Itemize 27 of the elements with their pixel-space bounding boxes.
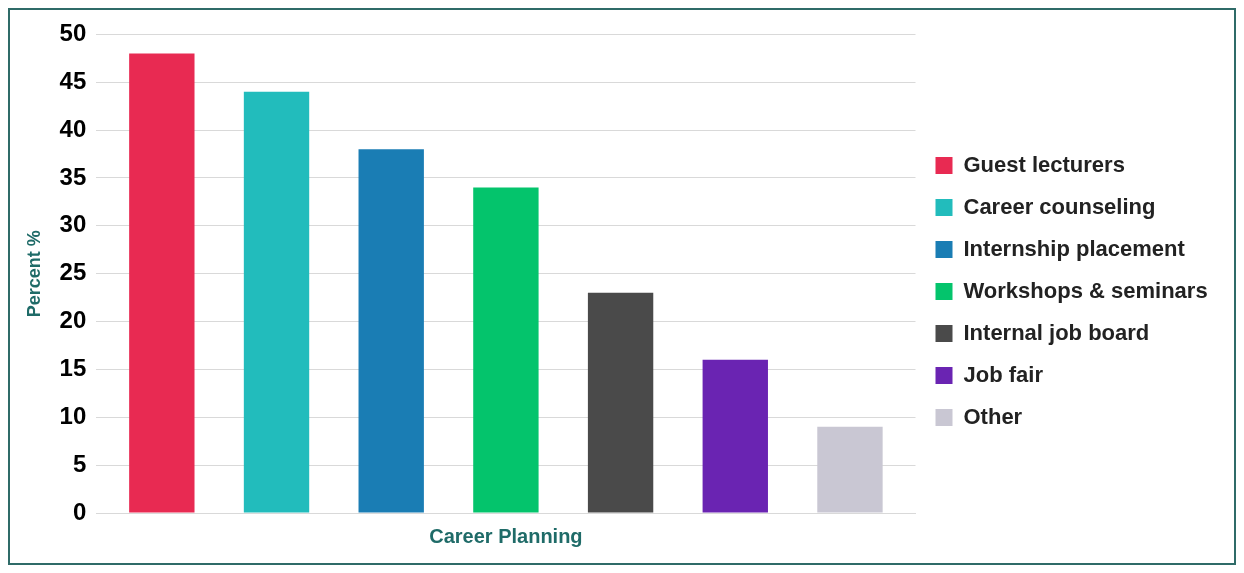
bar	[129, 53, 195, 513]
legend-label: Internship placement	[963, 235, 1186, 261]
y-tick-label: 15	[59, 354, 87, 382]
bar	[358, 149, 424, 513]
legend-label: Other	[963, 403, 1023, 429]
y-tick-label: 40	[59, 114, 87, 142]
bar	[243, 91, 310, 513]
y-tick-label: 50	[59, 19, 87, 47]
y-tick-label: 30	[59, 210, 87, 238]
y-tick-label: 25	[59, 258, 87, 286]
legend-label: Internal job board	[963, 319, 1150, 345]
y-tick-label: 10	[59, 401, 87, 429]
y-tick-label: 5	[72, 449, 87, 477]
y-tick-label: 45	[59, 66, 87, 94]
legend-label: Career counseling	[963, 193, 1156, 219]
bar	[702, 359, 768, 513]
x-axis-title: Career Planning	[429, 524, 583, 547]
y-tick-label: 35	[59, 162, 87, 190]
bar	[473, 187, 539, 513]
y-tick-label: 20	[59, 306, 87, 334]
y-axis-title: Percent %	[23, 230, 44, 318]
y-tick-label: 0	[72, 497, 87, 525]
bar	[817, 426, 883, 513]
bar	[587, 292, 654, 513]
legend-label: Guest lecturers	[963, 151, 1125, 177]
legend-label: Workshops & seminars	[963, 277, 1208, 303]
legend-label: Job fair	[963, 361, 1044, 387]
